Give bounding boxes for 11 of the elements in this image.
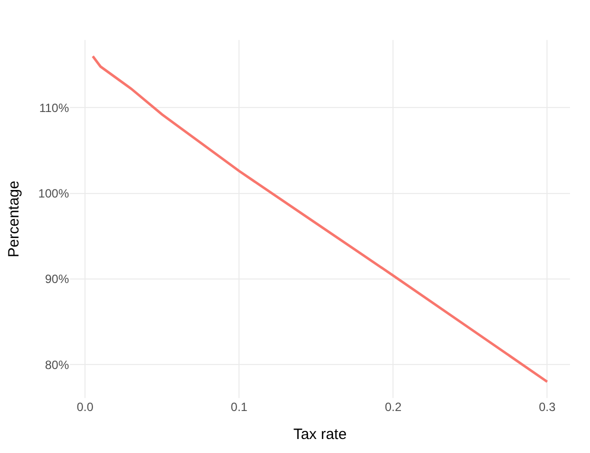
y-tick-label: 110% [39,100,70,115]
y-tick-label: 100% [38,186,70,201]
line-series [92,55,548,383]
y-tick-label: 90% [44,272,70,286]
y-tick-label: 80% [44,358,70,372]
x-tick-label: 0.2 [384,400,402,414]
x-tick-label: 0.1 [230,400,248,414]
x-axis-title: Tax rate [293,426,347,443]
y-axis-title: Percentage [6,180,23,258]
x-tick-label: 0.3 [538,400,556,414]
x-tick-label: 0.0 [76,400,94,414]
